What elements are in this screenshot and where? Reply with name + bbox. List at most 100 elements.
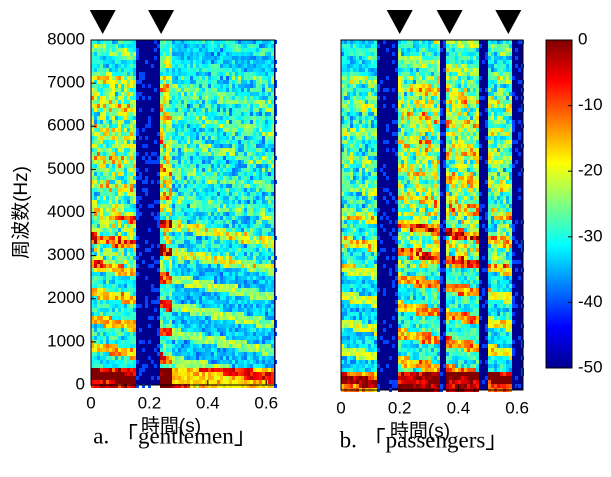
spectrogram-cell [268, 132, 271, 136]
spectrogram-cell [205, 128, 208, 132]
spectrogram-cell [268, 88, 271, 92]
spectrogram-cell [115, 264, 118, 268]
spectrogram-cell [172, 356, 175, 360]
spectrogram-cell [193, 152, 196, 156]
spectrogram-cell [112, 220, 115, 224]
spectrogram-cell [244, 292, 247, 296]
spectrogram-cell [184, 192, 187, 196]
spectrogram-cell [118, 168, 121, 172]
spectrogram-cell [121, 336, 124, 340]
spectrogram-cell [199, 60, 202, 64]
spectrogram-cell [271, 260, 274, 264]
spectrogram-cell [265, 288, 268, 292]
spectrogram-cell [205, 216, 208, 220]
spectrogram-cell [166, 316, 169, 320]
spectrogram-cell [226, 208, 229, 212]
spectrogram-cell [175, 200, 178, 204]
spectrogram-cell [244, 376, 247, 380]
spectrogram-cell [223, 160, 226, 164]
spectrogram-cell [211, 88, 214, 92]
spectrogram-cell [109, 340, 112, 344]
spectrogram-cell [103, 120, 106, 124]
spectrogram-cell [244, 116, 247, 120]
spectrogram-cell [193, 276, 196, 280]
spectrogram-cell [115, 308, 118, 312]
spectrogram-cell [100, 216, 103, 220]
spectrogram-cell [100, 200, 103, 204]
spectrogram-cell [97, 92, 100, 96]
spectrogram-cell [106, 204, 109, 208]
spectrogram-cell [163, 208, 166, 212]
spectrogram-cell [181, 220, 184, 224]
spectrogram-cell [133, 192, 136, 196]
spectrogram-cell [160, 48, 163, 52]
spectrogram-cell [232, 380, 235, 384]
spectrogram-cell [256, 156, 259, 160]
spectrogram-cell [238, 92, 241, 96]
spectrogram-cell [256, 280, 259, 284]
spectrogram-cell [127, 280, 130, 284]
spectrogram-cell [160, 340, 163, 344]
spectrogram-cell [106, 240, 109, 244]
spectrogram-cell [175, 64, 178, 68]
spectrogram-cell [256, 196, 259, 200]
spectrogram-cell [244, 380, 247, 384]
spectrogram-cell [163, 244, 166, 248]
spectrogram-cell [103, 312, 106, 316]
spectrogram-cell [265, 292, 268, 296]
spectrogram-cell [193, 204, 196, 208]
spectrogram-cell [202, 44, 205, 48]
spectrogram-cell [187, 116, 190, 120]
spectrogram-cell [259, 284, 262, 288]
spectrogram-cell [181, 128, 184, 132]
spectrogram-cell [223, 164, 226, 168]
spectrogram-cell [94, 164, 97, 168]
spectrogram-cell [97, 228, 100, 232]
spectrogram-cell [226, 352, 229, 356]
spectrogram-cell [196, 156, 199, 160]
spectrogram-cell [220, 360, 223, 364]
spectrogram-cell [169, 96, 172, 100]
spectrogram-cell [127, 316, 130, 320]
spectrogram-cell [271, 168, 274, 172]
spectrogram-cell [175, 252, 178, 256]
spectrogram-cell [211, 216, 214, 220]
spectrogram-cell [232, 260, 235, 264]
spectrogram-cell [271, 344, 274, 348]
spectrogram-cell [223, 184, 226, 188]
spectrogram-cell [157, 224, 160, 228]
spectrogram-cell [106, 332, 109, 336]
spectrogram-cell [268, 256, 271, 260]
spectrogram-cell [205, 200, 208, 204]
spectrogram-cell [190, 240, 193, 244]
spectrogram-cell [166, 332, 169, 336]
spectrogram-cell [100, 320, 103, 324]
spectrogram-cell [121, 196, 124, 200]
spectrogram-cell [121, 148, 124, 152]
spectrogram-cell [202, 120, 205, 124]
spectrogram-cell [235, 204, 238, 208]
spectrogram-cell [112, 328, 115, 332]
spectrogram-cell [193, 288, 196, 292]
spectrogram-cell [265, 152, 268, 156]
spectrogram-cell [100, 184, 103, 188]
spectrogram-cell [166, 104, 169, 108]
spectrogram-cell [178, 292, 181, 296]
spectrogram-cell [196, 224, 199, 228]
spectrogram-cell [244, 236, 247, 240]
spectrogram-cell [217, 56, 220, 60]
spectrogram-cell [97, 324, 100, 328]
spectrogram-cell [121, 252, 124, 256]
spectrogram-cell [214, 160, 217, 164]
spectrogram-cell [202, 324, 205, 328]
spectrogram-cell [139, 304, 142, 308]
spectrogram-cell [232, 188, 235, 192]
spectrogram-cell [133, 196, 136, 200]
spectrogram-cell [148, 228, 151, 232]
spectrogram-cell [253, 220, 256, 224]
spectrogram-cell [196, 208, 199, 212]
spectrogram-cell [103, 188, 106, 192]
spectrogram-cell [169, 360, 172, 364]
spectrogram-cell [115, 140, 118, 144]
spectrogram-cell [124, 148, 127, 152]
